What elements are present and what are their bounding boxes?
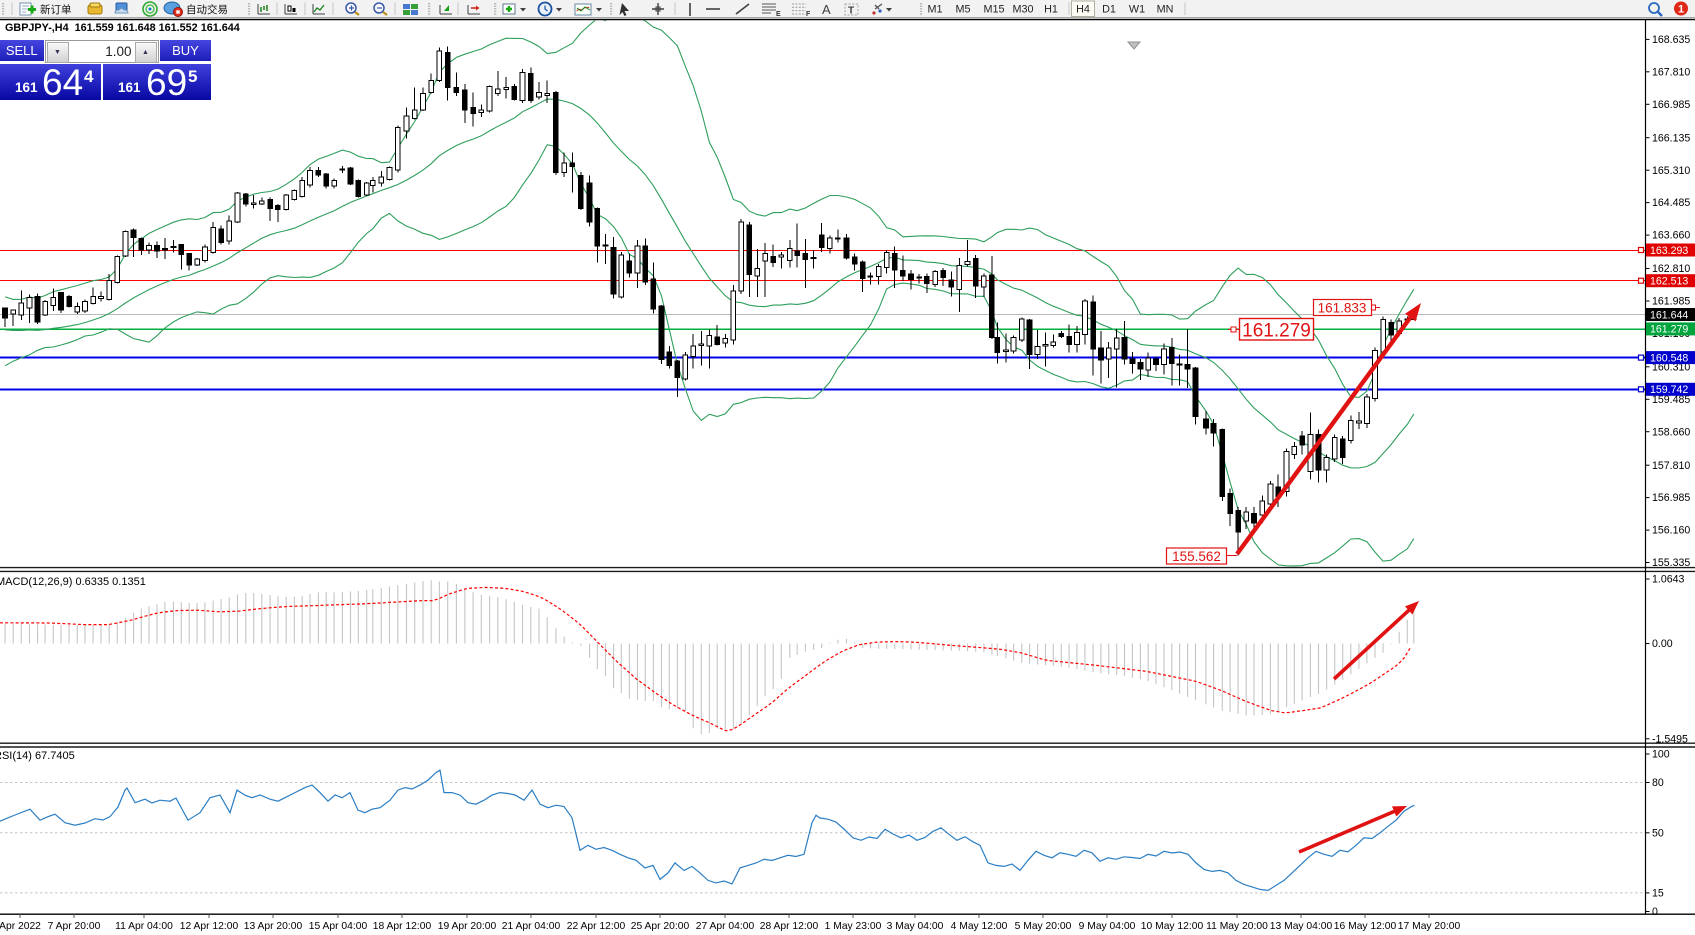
svg-text:161.279: 161.279 <box>1242 321 1311 342</box>
svg-text:159.485: 159.485 <box>1652 394 1690 406</box>
svg-text:155.335: 155.335 <box>1652 557 1690 569</box>
svg-text:1: 1 <box>1678 4 1684 16</box>
svg-text:E: E <box>776 11 781 18</box>
svg-text:M15: M15 <box>983 4 1004 16</box>
svg-text:MN: MN <box>1157 4 1174 16</box>
svg-text:W1: W1 <box>1129 4 1145 16</box>
svg-text:160.310: 160.310 <box>1652 361 1690 373</box>
svg-text:1.0643: 1.0643 <box>1652 574 1685 586</box>
svg-text:28 Apr 12:00: 28 Apr 12:00 <box>760 921 819 932</box>
svg-text:13 May 04:00: 13 May 04:00 <box>1270 921 1333 932</box>
svg-text:17 May 20:00: 17 May 20:00 <box>1398 921 1461 932</box>
svg-text:13 Apr 20:00: 13 Apr 20:00 <box>244 921 303 932</box>
svg-text:22 Apr 12:00: 22 Apr 12:00 <box>567 921 626 932</box>
svg-text:11 Apr 04:00: 11 Apr 04:00 <box>115 921 173 932</box>
svg-text:161.644: 161.644 <box>1650 309 1688 321</box>
svg-text:160.548: 160.548 <box>1650 352 1688 364</box>
svg-text:162.513: 162.513 <box>1650 276 1688 288</box>
svg-text:D1: D1 <box>1102 4 1116 16</box>
svg-text:1 May 23:00: 1 May 23:00 <box>825 921 882 932</box>
svg-text:11 May 20:00: 11 May 20:00 <box>1206 921 1268 932</box>
svg-text:161.833: 161.833 <box>1318 301 1367 316</box>
svg-text:F: F <box>806 11 811 18</box>
svg-text:166.985: 166.985 <box>1652 99 1690 111</box>
svg-text:166.135: 166.135 <box>1652 132 1690 144</box>
svg-text:161.985: 161.985 <box>1652 296 1690 308</box>
svg-text:A: A <box>822 2 831 17</box>
svg-text:15 Apr 04:00: 15 Apr 04:00 <box>309 921 368 932</box>
svg-text:163.660: 163.660 <box>1652 230 1690 242</box>
svg-text:M1: M1 <box>928 4 943 16</box>
svg-text:50: 50 <box>1652 827 1664 839</box>
svg-text:100: 100 <box>1652 749 1670 761</box>
svg-text:18 Apr 12:00: 18 Apr 12:00 <box>373 921 432 932</box>
svg-text:159.742: 159.742 <box>1650 384 1688 396</box>
svg-text:167.810: 167.810 <box>1652 66 1690 78</box>
svg-text:-1.5495: -1.5495 <box>1652 733 1688 745</box>
svg-text:H4: H4 <box>1076 4 1090 16</box>
svg-text:H1: H1 <box>1044 4 1058 16</box>
svg-text:16 May 12:00: 16 May 12:00 <box>1334 921 1397 932</box>
svg-text:M30: M30 <box>1012 4 1033 16</box>
svg-text:155.562: 155.562 <box>1172 549 1221 564</box>
svg-text:15: 15 <box>1652 888 1664 900</box>
svg-text:T: T <box>848 6 854 17</box>
svg-text:161.279: 161.279 <box>1650 324 1688 336</box>
svg-text:25 Apr 20:00: 25 Apr 20:00 <box>631 921 690 932</box>
svg-text:158.660: 158.660 <box>1652 426 1690 438</box>
svg-text:Apr 2022: Apr 2022 <box>0 921 41 932</box>
svg-text:0: 0 <box>1652 906 1658 918</box>
svg-text:7 Apr 20:00: 7 Apr 20:00 <box>48 921 101 932</box>
svg-text:0.00: 0.00 <box>1652 638 1673 650</box>
svg-text:157.810: 157.810 <box>1652 460 1690 472</box>
svg-text:168.635: 168.635 <box>1652 34 1690 46</box>
svg-text:80: 80 <box>1652 777 1664 789</box>
svg-text:12 Apr 12:00: 12 Apr 12:00 <box>180 921 239 932</box>
svg-text:M5: M5 <box>956 4 971 16</box>
svg-text:RSI(14) 67.7405: RSI(14) 67.7405 <box>0 750 75 762</box>
svg-text:自动交易: 自动交易 <box>186 3 228 16</box>
svg-text:9 May 04:00: 9 May 04:00 <box>1079 921 1136 932</box>
svg-text:10 May 12:00: 10 May 12:00 <box>1141 921 1204 932</box>
svg-text:27 Apr 04:00: 27 Apr 04:00 <box>696 921 755 932</box>
svg-text:21 Apr 04:00: 21 Apr 04:00 <box>502 921 561 932</box>
svg-text:GBPJPY-,H4 161.559 161.648 16: GBPJPY-,H4 161.559 161.648 161.552 161.6… <box>5 22 240 34</box>
svg-text:新订单: 新订单 <box>40 3 72 16</box>
svg-text:163.293: 163.293 <box>1650 245 1688 257</box>
svg-text:MACD(12,26,9) 0.6335 0.1351: MACD(12,26,9) 0.6335 0.1351 <box>0 576 146 588</box>
svg-text:19 Apr 20:00: 19 Apr 20:00 <box>438 921 497 932</box>
svg-text:162.810: 162.810 <box>1652 263 1690 275</box>
svg-text:156.160: 156.160 <box>1652 525 1690 537</box>
svg-text:5 May 20:00: 5 May 20:00 <box>1015 921 1072 932</box>
svg-text:4 May 12:00: 4 May 12:00 <box>951 921 1008 932</box>
svg-text:156.985: 156.985 <box>1652 492 1690 504</box>
svg-text:3 May 04:00: 3 May 04:00 <box>887 921 944 932</box>
svg-text:164.485: 164.485 <box>1652 197 1690 209</box>
svg-text:165.310: 165.310 <box>1652 165 1690 177</box>
